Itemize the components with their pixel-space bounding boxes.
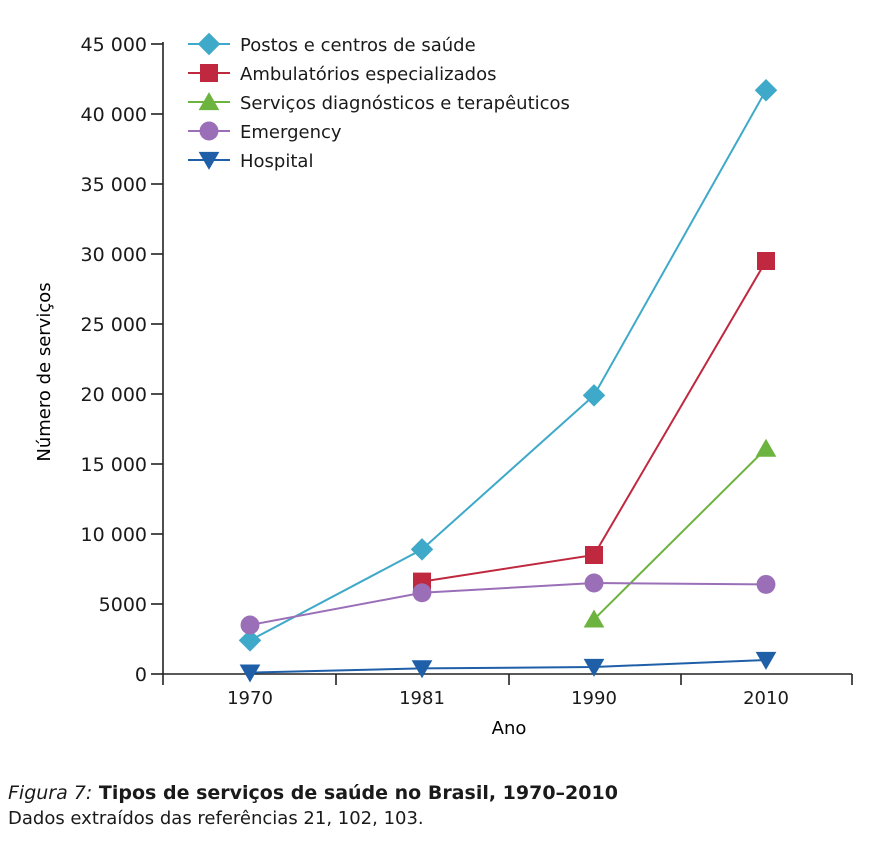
legend-label: Ambulatórios especializados [240, 64, 496, 85]
y-tick-label: 40 000 [81, 104, 147, 126]
data-point-diamond [410, 538, 434, 561]
data-point-square [585, 546, 603, 564]
x-axis-label: Ano [492, 718, 527, 739]
x-tick-label: 2010 [743, 688, 789, 709]
figure-label: Figura 7: [8, 782, 93, 804]
data-point-diamond [238, 629, 262, 652]
data-point-circle [412, 583, 432, 603]
data-point-triangle-down [755, 651, 777, 670]
data-point-triangle-up [583, 609, 605, 628]
series-1 [238, 78, 778, 652]
data-point-square [757, 252, 775, 270]
axes: 0 5000 10 000 15 000 20 000 25 000 30 000 35 00… [81, 34, 853, 709]
legend: Postos e centros de saúde Ambulatórios es… [188, 32, 570, 172]
y-tick-label: 15 000 [81, 454, 147, 476]
legend-label: Hospital [240, 151, 313, 172]
y-tick-label: 5000 [99, 594, 147, 616]
legend-label: Postos e centros de saúde [240, 35, 476, 56]
legend-item: Postos e centros de saúde [188, 32, 476, 56]
data-point-diamond [197, 32, 221, 56]
legend-label: Emergency [240, 122, 342, 143]
legend-label: Serviços diagnósticos e terapêuticos [240, 93, 570, 114]
series-3 [583, 438, 777, 628]
data-point-circle [584, 573, 604, 593]
line-chart: 0 5000 10 000 15 000 20 000 25 000 30 000 35 00… [34, 32, 853, 739]
data-point-triangle-down [583, 658, 605, 677]
data-point-diamond [582, 384, 606, 407]
series-4 [240, 573, 776, 635]
data-point-circle [756, 574, 776, 594]
x-tick-label: 1981 [399, 688, 445, 709]
y-tick-label: 35 000 [81, 174, 147, 196]
figure-source: Dados extraídos das referências 21, 102,… [8, 808, 424, 829]
data-point-triangle-down [239, 664, 261, 683]
y-tick-label: 45 000 [81, 34, 147, 56]
legend-item: Hospital [188, 151, 313, 172]
legend-item: Emergency [188, 121, 342, 143]
y-axis-label: Número de serviços [34, 282, 55, 461]
x-tick-label: 1970 [227, 688, 273, 709]
series-layer [238, 78, 778, 683]
caption-title-line: Figura 7: Tipos de serviços de saúde no … [8, 780, 878, 806]
data-point-triangle-down [411, 660, 433, 679]
data-point-triangle-up [198, 92, 220, 111]
series-line [421, 260, 767, 583]
series-line [593, 447, 767, 621]
series-line [249, 89, 767, 642]
series-5 [239, 651, 777, 683]
x-tick-label: 1990 [571, 688, 617, 709]
data-point-triangle-down [198, 151, 220, 170]
figure-title: Tipos de serviços de saúde no Brasil, 19… [98, 782, 618, 804]
y-tick-label: 20 000 [81, 384, 147, 406]
figure-caption: Figura 7: Tipos de serviços de saúde no … [8, 780, 878, 832]
y-tick-label: 0 [135, 664, 147, 686]
series-line [249, 581, 767, 626]
data-point-circle [240, 615, 260, 635]
data-point-circle [199, 121, 219, 141]
legend-item: Serviços diagnósticos e terapêuticos [188, 92, 570, 114]
data-point-square [200, 64, 218, 82]
y-tick-label: 10 000 [81, 524, 147, 546]
data-point-diamond [754, 78, 778, 102]
legend-item: Ambulatórios especializados [188, 64, 496, 85]
y-tick-label: 30 000 [81, 244, 147, 266]
series-line [249, 659, 767, 674]
data-point-triangle-up [755, 438, 777, 457]
series-2 [413, 252, 775, 591]
y-tick-label: 25 000 [81, 314, 147, 336]
